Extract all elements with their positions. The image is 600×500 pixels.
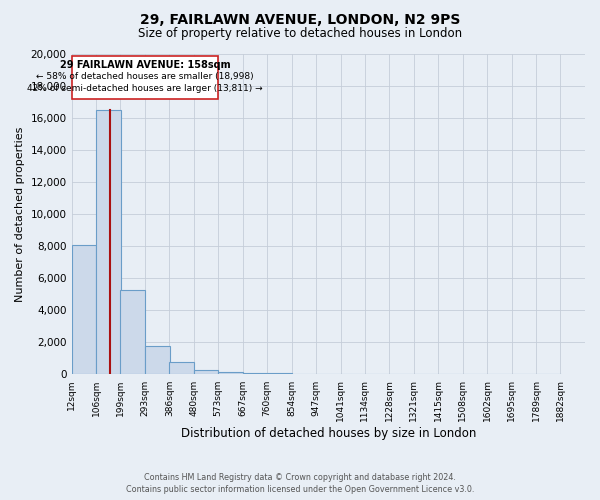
- Bar: [218, 372, 243, 374]
- Text: 29, FAIRLAWN AVENUE, LONDON, N2 9PS: 29, FAIRLAWN AVENUE, LONDON, N2 9PS: [140, 12, 460, 26]
- Text: Size of property relative to detached houses in London: Size of property relative to detached ho…: [138, 28, 462, 40]
- Text: ← 58% of detached houses are smaller (18,998): ← 58% of detached houses are smaller (18…: [36, 72, 254, 80]
- Bar: [267, 373, 292, 374]
- Bar: [96, 110, 121, 374]
- Bar: [71, 244, 96, 374]
- Bar: [169, 362, 194, 374]
- Bar: [145, 346, 170, 374]
- X-axis label: Distribution of detached houses by size in London: Distribution of detached houses by size …: [181, 427, 476, 440]
- Text: Contains HM Land Registry data © Crown copyright and database right 2024.
Contai: Contains HM Land Registry data © Crown c…: [126, 472, 474, 494]
- Bar: [121, 290, 145, 374]
- Text: 42% of semi-detached houses are larger (13,811) →: 42% of semi-detached houses are larger (…: [27, 84, 263, 92]
- Bar: [71, 56, 218, 99]
- Y-axis label: Number of detached properties: Number of detached properties: [15, 126, 25, 302]
- Bar: [194, 370, 218, 374]
- Text: 29 FAIRLAWN AVENUE: 158sqm: 29 FAIRLAWN AVENUE: 158sqm: [59, 60, 230, 70]
- Bar: [243, 373, 268, 374]
